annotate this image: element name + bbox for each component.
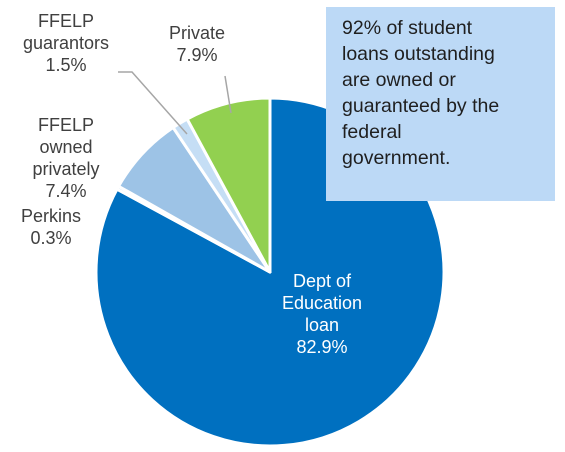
slice-label-ffelp-guarantors: FFELP guarantors 1.5%: [23, 11, 109, 75]
slice-value-label: 82.9%: [296, 337, 347, 357]
leader-line-private: [224, 75, 232, 114]
slice-label-private: Private 7.9%: [169, 23, 225, 65]
slice-name-label: loan: [305, 315, 339, 335]
slice-name-label: FFELP: [38, 115, 94, 135]
callout-box: 92% of student loans outstanding are own…: [326, 7, 555, 201]
slice-name-label: Private: [169, 23, 225, 43]
slice-label-ffelp-owned: FFELP owned privately 7.4%: [32, 115, 99, 201]
callout-line: government.: [342, 147, 451, 169]
slice-value-label: 1.5%: [45, 55, 86, 75]
callout-line: guaranteed by the: [342, 95, 500, 117]
slice-name-label: owned: [39, 137, 92, 157]
slice-name-label: FFELP: [38, 11, 94, 31]
leader-line-ffelp-guarantors: [118, 71, 188, 135]
callout-line: 92% of student: [342, 17, 473, 39]
slice-name-label: guarantors: [23, 33, 109, 53]
callout-line: federal: [342, 121, 402, 143]
slice-label-perkins: Perkins 0.3%: [21, 206, 81, 248]
slice-name-label: Dept of: [293, 271, 352, 291]
slice-value-label: 7.4%: [45, 181, 86, 201]
callout-line: loans outstanding: [342, 43, 495, 65]
slice-name-label: privately: [32, 159, 99, 179]
slice-name-label: Education: [282, 293, 362, 313]
slice-value-label: 7.9%: [176, 45, 217, 65]
slice-value-label: 0.3%: [30, 228, 71, 248]
pie-slice-private: [185, 96, 272, 274]
slice-label-dept: Dept of Education loan 82.9%: [282, 271, 362, 357]
slice-name-label: Perkins: [21, 206, 81, 226]
callout-line: are owned or: [342, 69, 456, 91]
